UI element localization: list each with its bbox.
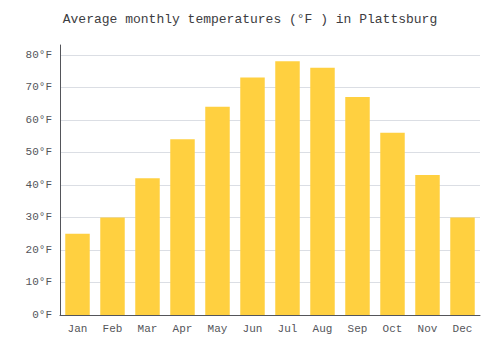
svg-text:Average monthly temperatures (: Average monthly temperatures (°F ) in Pl…	[63, 12, 437, 27]
svg-text:60°F: 60°F	[26, 114, 52, 126]
svg-text:70°F: 70°F	[26, 81, 52, 93]
svg-text:Jul: Jul	[278, 323, 298, 335]
svg-text:0°F: 0°F	[32, 309, 52, 321]
svg-text:20°F: 20°F	[26, 244, 52, 256]
svg-text:80°F: 80°F	[26, 49, 52, 61]
svg-text:30°F: 30°F	[26, 211, 52, 223]
svg-text:10°F: 10°F	[26, 276, 52, 288]
svg-text:Nov: Nov	[418, 323, 438, 335]
svg-text:Feb: Feb	[103, 323, 123, 335]
svg-text:Oct: Oct	[383, 323, 403, 335]
svg-text:Dec: Dec	[453, 323, 473, 335]
svg-text:Aug: Aug	[313, 323, 333, 335]
svg-text:Jun: Jun	[243, 323, 263, 335]
svg-text:Apr: Apr	[173, 323, 193, 335]
svg-text:40°F: 40°F	[26, 179, 52, 191]
svg-text:Sep: Sep	[348, 323, 368, 335]
svg-text:May: May	[208, 323, 228, 335]
svg-text:Jan: Jan	[68, 323, 88, 335]
svg-text:50°F: 50°F	[26, 146, 52, 158]
svg-text:Mar: Mar	[138, 323, 158, 335]
